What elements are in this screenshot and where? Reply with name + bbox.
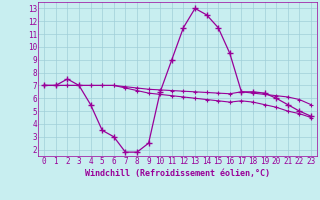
X-axis label: Windchill (Refroidissement éolien,°C): Windchill (Refroidissement éolien,°C) bbox=[85, 169, 270, 178]
